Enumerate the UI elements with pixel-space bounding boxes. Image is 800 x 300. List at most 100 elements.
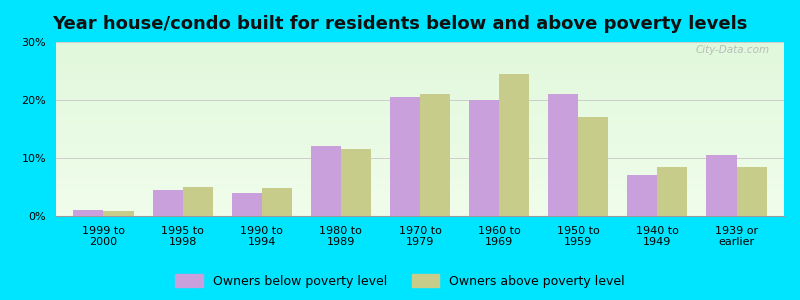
Bar — [56, 204, 784, 206]
Bar — [56, 84, 784, 85]
Bar — [56, 214, 784, 216]
Bar — [56, 172, 784, 174]
Bar — [153, 190, 182, 216]
Bar — [56, 73, 784, 75]
Bar — [56, 113, 784, 115]
Bar — [56, 202, 784, 204]
Bar — [56, 54, 784, 56]
Bar — [56, 68, 784, 70]
Bar — [56, 206, 784, 207]
Bar — [56, 127, 784, 129]
Bar — [56, 75, 784, 77]
Bar — [56, 140, 784, 141]
Bar — [56, 105, 784, 106]
Bar — [56, 91, 784, 92]
Bar — [56, 122, 784, 124]
Bar — [56, 47, 784, 49]
Bar — [56, 153, 784, 155]
Bar — [56, 209, 784, 211]
Bar — [56, 77, 784, 79]
Bar — [56, 89, 784, 91]
Bar — [56, 129, 784, 131]
Bar — [56, 99, 784, 101]
Bar — [56, 110, 784, 112]
Bar — [56, 195, 784, 197]
Bar — [56, 94, 784, 96]
Bar — [56, 72, 784, 73]
Bar — [56, 150, 784, 152]
Bar — [56, 124, 784, 125]
Bar — [420, 94, 450, 216]
Text: City-Data.com: City-Data.com — [695, 46, 770, 56]
Bar — [56, 176, 784, 178]
Bar — [56, 143, 784, 145]
Bar — [56, 46, 784, 47]
Bar — [56, 92, 784, 94]
Bar — [469, 100, 499, 216]
Bar — [56, 118, 784, 120]
Bar — [56, 162, 784, 164]
Bar — [56, 183, 784, 185]
Bar — [56, 211, 784, 212]
Bar — [56, 131, 784, 133]
Bar — [56, 66, 784, 68]
Bar — [56, 174, 784, 176]
Bar — [56, 108, 784, 110]
Bar — [56, 207, 784, 209]
Bar — [341, 149, 371, 216]
Bar — [56, 98, 784, 99]
Bar — [56, 186, 784, 188]
Bar — [56, 138, 784, 140]
Bar — [56, 178, 784, 179]
Bar — [658, 167, 687, 216]
Bar — [56, 70, 784, 72]
Bar — [56, 133, 784, 134]
Bar — [499, 74, 530, 216]
Bar — [56, 190, 784, 192]
Bar — [311, 146, 341, 216]
Bar — [56, 160, 784, 162]
Bar — [56, 155, 784, 157]
Bar — [737, 167, 766, 216]
Bar — [390, 97, 420, 216]
Bar — [56, 87, 784, 89]
Bar — [56, 58, 784, 59]
Bar — [56, 134, 784, 136]
Bar — [56, 120, 784, 122]
Bar — [56, 166, 784, 167]
Bar — [548, 94, 578, 216]
Bar — [56, 164, 784, 166]
Bar — [56, 85, 784, 87]
Bar — [56, 64, 784, 66]
Bar — [56, 125, 784, 127]
Bar — [56, 61, 784, 63]
Bar — [56, 171, 784, 172]
Bar — [56, 56, 784, 58]
Bar — [56, 159, 784, 160]
Bar — [56, 44, 784, 46]
Bar — [56, 194, 784, 195]
Legend: Owners below poverty level, Owners above poverty level: Owners below poverty level, Owners above… — [175, 274, 625, 288]
Text: Year house/condo built for residents below and above poverty levels: Year house/condo built for residents bel… — [52, 15, 748, 33]
Bar — [56, 63, 784, 64]
Bar — [74, 210, 103, 216]
Bar — [56, 145, 784, 146]
Bar — [56, 82, 784, 84]
Bar — [56, 49, 784, 51]
Bar — [56, 106, 784, 108]
Bar — [56, 136, 784, 138]
Bar — [56, 212, 784, 214]
Bar — [56, 59, 784, 61]
Bar — [56, 157, 784, 159]
Bar — [56, 141, 784, 143]
Bar — [56, 181, 784, 183]
Bar — [56, 185, 784, 186]
Bar — [56, 115, 784, 117]
Bar — [56, 179, 784, 181]
Bar — [232, 193, 262, 216]
Bar — [56, 200, 784, 202]
Bar — [182, 187, 213, 216]
Bar — [56, 96, 784, 98]
Bar — [56, 199, 784, 200]
Bar — [56, 152, 784, 153]
